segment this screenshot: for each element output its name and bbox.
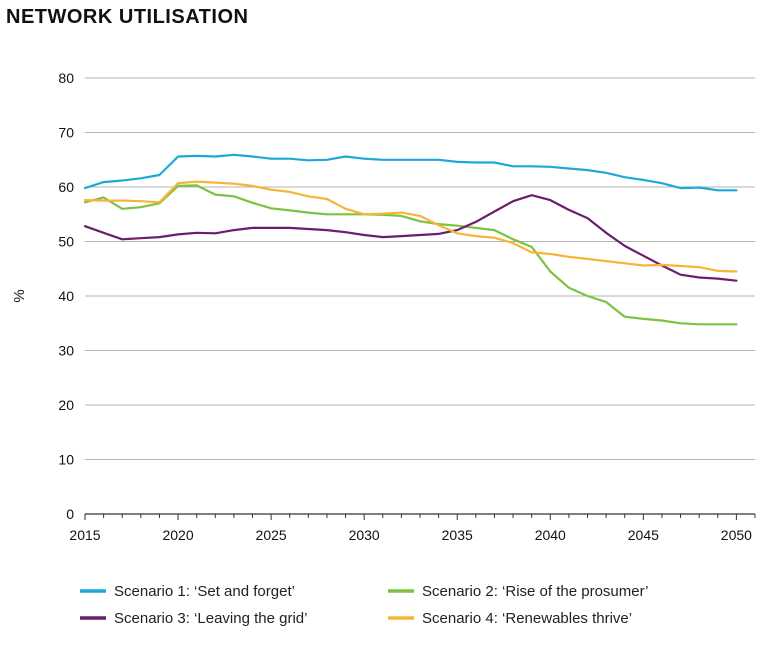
y-tick-label: 30 — [58, 343, 74, 359]
series-line-scenario-4 — [83, 180, 738, 273]
y-tick-label: 10 — [58, 452, 74, 468]
series-line-scenario-3 — [83, 194, 738, 282]
series-line-scenario-2 — [83, 184, 738, 326]
y-tick-label: 70 — [58, 125, 74, 141]
y-tick-label: 0 — [66, 506, 74, 522]
y-tick-label: 80 — [58, 70, 74, 86]
y-tick-label: 60 — [58, 179, 74, 195]
x-tick-label: 2030 — [349, 527, 380, 543]
x-tick-label: 2025 — [256, 527, 287, 543]
y-axis-label: % — [11, 289, 28, 302]
grid-lines — [85, 77, 755, 460]
series-lines — [83, 153, 738, 326]
chart-title: NETWORK UTILISATION — [6, 6, 249, 28]
x-tick-label: 2020 — [162, 527, 193, 543]
y-tick-label: 50 — [58, 234, 74, 250]
legend-label-scenario-3: Scenario 3: ‘Leaving the grid’ — [114, 610, 307, 627]
legend: Scenario 1: ‘Set and forget’ Scenario 2: … — [80, 583, 649, 627]
legend-label-scenario-1: Scenario 1: ‘Set and forget’ — [114, 583, 295, 600]
x-tick-label: 2045 — [628, 527, 659, 543]
legend-label-scenario-2: Scenario 2: ‘Rise of the prosumer’ — [422, 583, 649, 600]
x-tick-label: 2040 — [535, 527, 566, 543]
x-tick-label: 2050 — [721, 527, 752, 543]
legend-label-scenario-4: Scenario 4: ‘Renewables thrive’ — [422, 610, 632, 627]
x-tick-label: 2035 — [442, 527, 473, 543]
y-tick-label: 20 — [58, 397, 74, 413]
series-line-scenario-1 — [83, 153, 738, 192]
y-tick-label: 40 — [58, 288, 74, 304]
x-tick-label: 2015 — [69, 527, 100, 543]
